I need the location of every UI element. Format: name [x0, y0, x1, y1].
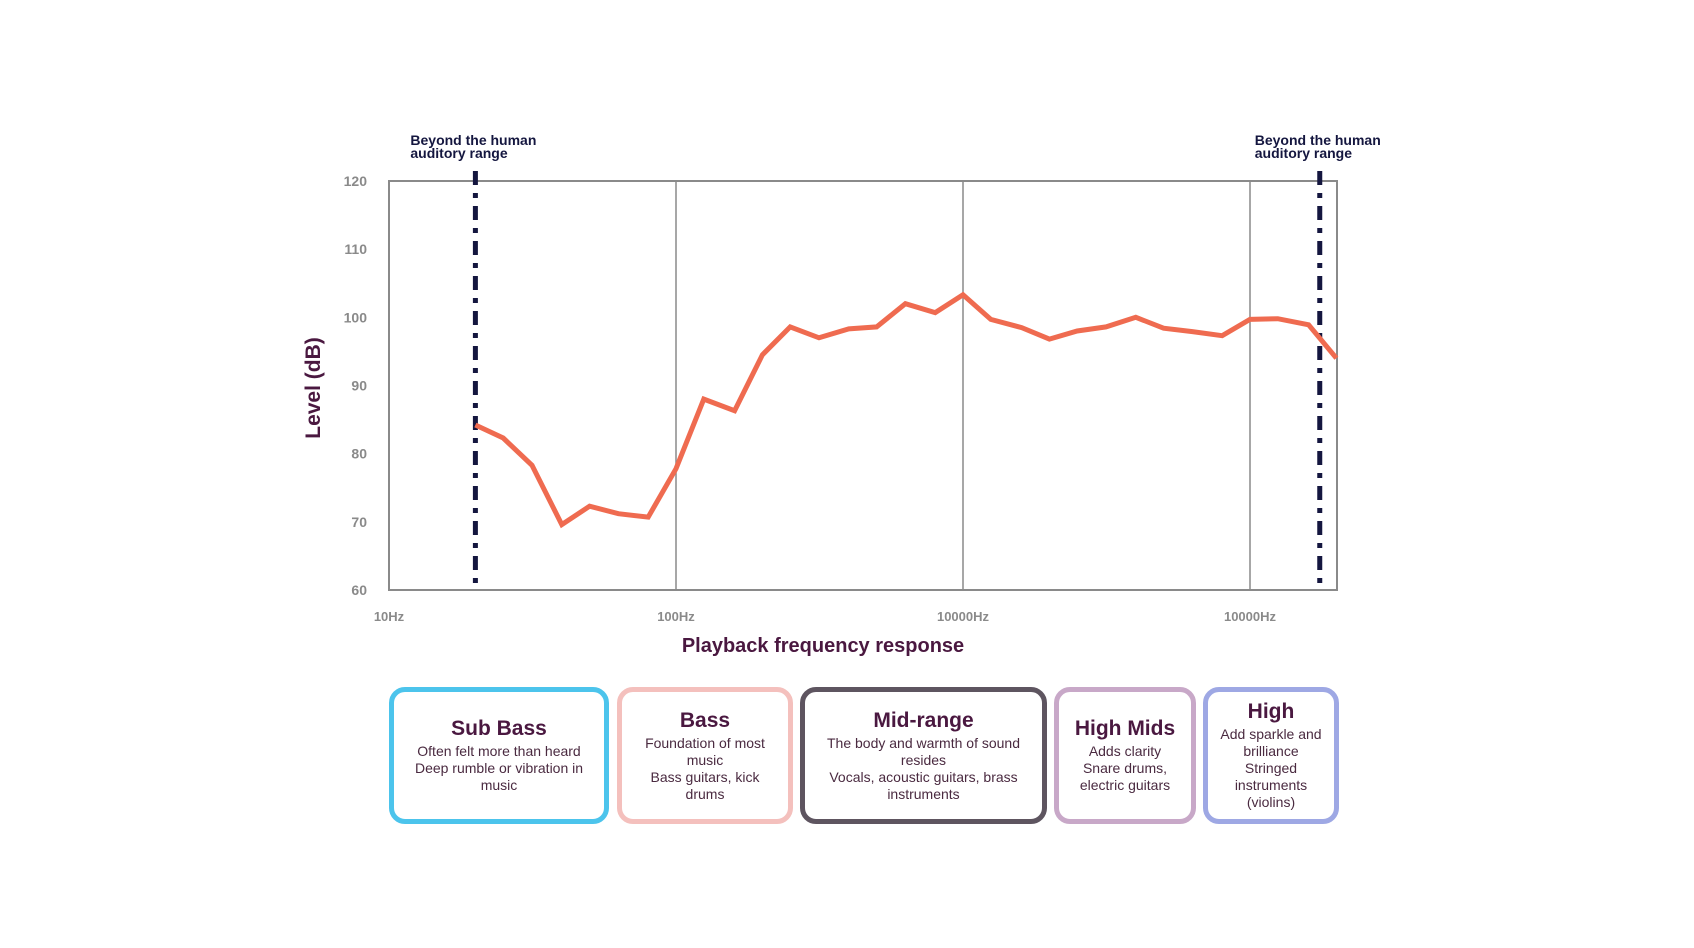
- band-description: Deep rumble or vibration in music: [414, 760, 584, 793]
- y-tick-label: 120: [344, 173, 368, 189]
- y-tick-label: 90: [351, 378, 367, 394]
- band-title: Mid-range: [873, 708, 974, 732]
- chart-title: Playback frequency response: [682, 635, 964, 657]
- y-tick-label: 100: [344, 309, 368, 325]
- band-description: Often felt more than heard: [417, 743, 581, 759]
- band-description: Add sparkle and brilliance: [1220, 726, 1322, 759]
- x-tick-label: 100Hz: [657, 609, 695, 624]
- band-card-high: High Add sparkle and brilliance Stringed i…: [1203, 687, 1339, 824]
- band-card-bass: Bass Foundation of most music Bass guitars…: [617, 687, 793, 824]
- band-title: High: [1247, 700, 1295, 723]
- band-card-mid-range: Mid-range The body and warmth of sound re…: [800, 687, 1047, 824]
- plot-frame: [388, 180, 1338, 591]
- band-card-sub-bass: Sub Bass Often felt more than heard Deep r…: [389, 687, 609, 824]
- annotation-label: auditory range: [1255, 145, 1352, 161]
- x-tick-label: 10000Hz: [1224, 609, 1277, 624]
- band-description: Bass guitars, kick drums: [650, 768, 760, 802]
- band-title: High Mids: [1074, 717, 1176, 740]
- x-tick-label: 10000Hz: [937, 609, 990, 624]
- y-tick-label: 80: [351, 446, 367, 462]
- annotation-label: Beyond the human: [1255, 132, 1381, 148]
- band-description: Foundation of most music: [645, 734, 765, 768]
- y-tick-label: 60: [351, 582, 367, 598]
- band-card-high-mids: High Mids Adds clarity Snare drums, electr…: [1054, 687, 1196, 824]
- band-description: Adds clarity: [1088, 743, 1162, 759]
- band-description: The body and warmth of sound resides: [826, 734, 1020, 768]
- band-description: Snare drums, electric guitars: [1079, 760, 1171, 793]
- x-tick-label: 10Hz: [374, 609, 405, 624]
- band-title: Bass: [679, 708, 731, 732]
- series-line: [474, 291, 1339, 529]
- band-description: Vocals, acoustic guitars, brass instrume…: [829, 768, 1018, 802]
- band-title: Sub Bass: [451, 717, 547, 740]
- band-description: Stringed instruments (violins): [1234, 760, 1308, 810]
- y-tick-label: 110: [344, 241, 367, 257]
- annotation-label: auditory range: [410, 145, 507, 161]
- annotation-label: Beyond the human: [410, 132, 536, 148]
- y-tick-label: 70: [351, 514, 367, 530]
- y-axis-label: Level (dB): [302, 337, 325, 439]
